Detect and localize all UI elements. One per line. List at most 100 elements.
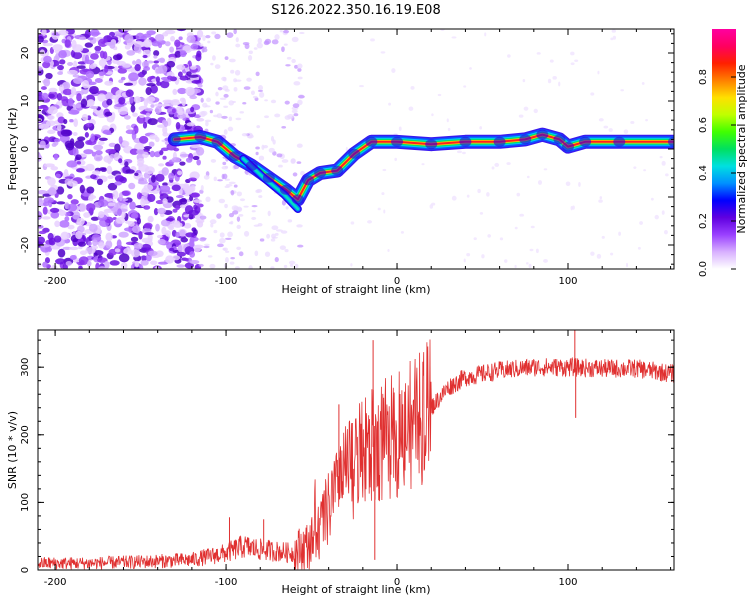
noise-blob	[219, 237, 226, 244]
noise-blob	[270, 266, 275, 269]
noise-blob	[291, 36, 299, 43]
noise-blob	[155, 199, 164, 205]
spectrogram-x-ticks: -200 -100 0 100	[44, 29, 672, 287]
noise-blob	[223, 129, 228, 135]
snr-y-tick-label: 200	[20, 425, 31, 444]
noise-blob	[387, 248, 390, 252]
noise-blob	[85, 70, 95, 79]
noise-blob	[236, 216, 241, 222]
noise-blob	[225, 183, 233, 187]
noise-blob	[154, 33, 165, 42]
spectrogram-x-tick-label: -200	[44, 276, 67, 287]
noise-blob	[431, 113, 434, 117]
noise-blob	[210, 158, 217, 163]
noise-blob	[137, 71, 146, 78]
noise-blob	[164, 41, 171, 47]
noise-blob	[88, 223, 98, 233]
noise-blob	[162, 132, 169, 137]
noise-blob	[200, 97, 204, 103]
noise-blob	[217, 243, 224, 248]
noise-blob	[287, 113, 294, 119]
noise-blob	[141, 61, 150, 68]
noise-blob	[225, 237, 232, 240]
noise-blob	[192, 155, 200, 161]
snr-y-label: SNR (10 * v/v)	[6, 411, 19, 489]
noise-blob	[190, 192, 201, 198]
noise-blob	[90, 133, 95, 142]
noise-blob	[133, 96, 141, 104]
noise-blob	[189, 95, 198, 100]
noise-blob	[381, 192, 385, 196]
noise-blob	[57, 71, 63, 76]
noise-blob	[215, 91, 219, 97]
noise-blob	[530, 225, 535, 229]
noise-blob	[157, 42, 163, 49]
noise-blob	[97, 140, 105, 146]
noise-blob	[90, 105, 99, 110]
noise-blob	[466, 253, 471, 257]
noise-blob	[410, 85, 415, 90]
noise-blob	[523, 106, 529, 111]
noise-blob	[184, 187, 193, 195]
noise-blob	[218, 198, 226, 204]
ridge-blob	[536, 129, 549, 140]
ridge-blob	[579, 136, 592, 147]
noise-blob	[199, 43, 204, 47]
noise-blob	[146, 96, 156, 103]
noise-blob	[67, 180, 78, 187]
noise-blob	[41, 29, 47, 36]
noise-blob	[93, 250, 104, 256]
noise-blob	[603, 125, 609, 129]
noise-blob	[47, 187, 57, 196]
noise-blob	[359, 85, 364, 88]
noise-blob	[57, 116, 66, 124]
noise-blob	[537, 180, 543, 185]
noise-blob	[547, 78, 552, 84]
noise-blob	[73, 77, 84, 85]
noise-blob	[59, 96, 68, 102]
snr-x-tick-label: -200	[44, 577, 67, 588]
noise-blob	[96, 178, 104, 186]
noise-blob	[85, 247, 96, 255]
noise-blob	[76, 93, 82, 102]
noise-blob	[134, 172, 139, 176]
noise-blob	[543, 168, 548, 171]
noise-blob	[610, 37, 614, 41]
noise-blob	[73, 118, 78, 128]
noise-blob	[216, 113, 223, 119]
noise-blob	[53, 138, 61, 143]
noise-blob	[145, 112, 151, 117]
ridge-blob	[302, 175, 315, 186]
ridge-blob	[331, 165, 344, 176]
noise-blob	[67, 224, 75, 230]
noise-blob	[97, 199, 109, 207]
noise-blob	[162, 182, 169, 186]
noise-blob	[274, 113, 281, 118]
noise-blob	[114, 143, 121, 153]
noise-blob	[209, 263, 216, 269]
noise-blob	[72, 74, 80, 78]
noise-blob	[84, 42, 93, 48]
noise-blob	[142, 121, 148, 129]
noise-blob	[51, 142, 57, 147]
noise-blob	[165, 255, 175, 264]
noise-blob	[297, 63, 303, 69]
noise-blob	[179, 50, 187, 58]
noise-blob	[129, 201, 136, 210]
noise-blob	[272, 236, 278, 239]
noise-blob	[104, 64, 109, 74]
noise-blob	[87, 99, 95, 107]
noise-blob	[645, 119, 648, 122]
noise-blob	[43, 197, 55, 204]
noise-blob	[233, 184, 238, 188]
noise-blob	[176, 29, 187, 32]
noise-blob	[201, 47, 205, 53]
noise-blob	[451, 36, 457, 39]
noise-blob	[224, 203, 228, 209]
snr-y-tick-label: 300	[20, 358, 31, 377]
ridge-blob	[519, 134, 532, 145]
noise-blob	[55, 258, 66, 265]
noise-blob	[108, 142, 117, 148]
